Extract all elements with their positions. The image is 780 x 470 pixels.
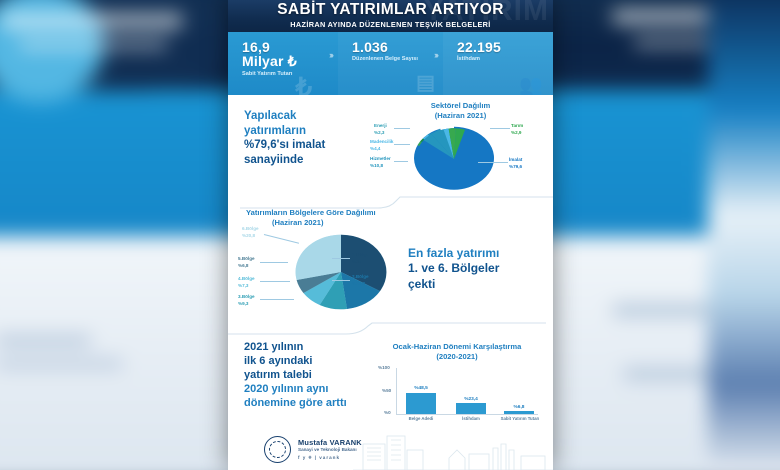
x-axis xyxy=(396,414,538,415)
backdrop-text-blur xyxy=(612,9,740,25)
region-chart-title: Yatırımların Bölgelere Göre Dağılımı xyxy=(246,208,376,217)
section-divider-1 xyxy=(240,196,553,209)
backdrop-text-blur xyxy=(19,41,168,49)
comparison-chart-title: Ocak-Haziran Dönemi Karşılaştırma xyxy=(392,342,522,351)
leader-line xyxy=(260,281,290,282)
social-handles: f y ⌾ | varank xyxy=(298,455,341,460)
leader-line xyxy=(332,258,350,259)
comparison-headline-line-3: yatırım talebi xyxy=(244,369,312,382)
y-tick-0: %0 xyxy=(384,410,391,415)
region-headline: En fazla yatırımı 1. ve 6. Bölgeler çekt… xyxy=(408,246,548,292)
sector-label-tarim: Tarım %2,9 xyxy=(511,123,524,135)
stat-caption: Düzenlenen Belge Sayısı xyxy=(352,56,418,63)
sector-chart-subtitle: (Haziran 2021) xyxy=(434,111,487,121)
sector-headline: Yapılacak yatırımların %79,6'sı imalat s… xyxy=(244,109,354,168)
leader-line xyxy=(490,128,510,129)
region-pie-chart xyxy=(295,234,387,310)
leader-line xyxy=(394,144,410,145)
region-label-5: 5.Bölge %6,8 xyxy=(238,256,255,268)
comparison-headline-line-4: 2020 yılının aynı xyxy=(244,383,329,396)
stats-strip: 16,9 Milyar ₺ Sabit Yatırım Tutarı ₺ ›››… xyxy=(228,32,553,95)
section-divider-2 xyxy=(228,322,546,335)
sector-label-hizmetler: Hizmetler %10,8 xyxy=(370,156,391,168)
header-watermark-text: YATIRIM xyxy=(423,0,549,27)
y-tick-100: %100 xyxy=(378,365,390,370)
stat-value: 22.195 xyxy=(457,39,502,55)
minister-name: Mustafa VARANK xyxy=(298,438,362,447)
bar-belge-adedi xyxy=(406,392,436,414)
comparison-headline-line-1: 2021 yılının xyxy=(244,341,304,353)
skyline-illustration xyxy=(353,435,553,470)
y-axis xyxy=(396,368,397,414)
region-headline-line-2: 1. ve 6. Bölgeler xyxy=(408,261,500,276)
region-label-6: 6.Bölge %20,8 xyxy=(242,226,259,238)
comparison-headline-line-2: ilk 6 ayındaki xyxy=(244,355,313,368)
region-label-4: 4.Bölge %7,3 xyxy=(238,276,255,288)
backdrop-text-blur xyxy=(0,335,92,346)
people-icon: 👥 xyxy=(519,75,543,95)
ministry-seal-icon xyxy=(264,436,291,463)
section-region-distribution: Yatırımların Bölgelere Göre Dağılımı (Ha… xyxy=(228,204,553,324)
region-label-2: 2.Bölge %23,8 xyxy=(352,274,369,286)
region-chart-subtitle: (Haziran 2021) xyxy=(272,218,324,228)
region-headline-line-3: çekti xyxy=(408,276,436,291)
sector-label-imalat: İmalat %79,6 xyxy=(509,157,523,169)
y-tick-50: %50 xyxy=(382,388,392,393)
stat-caption: Sabit Yatırım Tutarı xyxy=(242,70,293,77)
region-headline-line-1: En fazla yatırımı xyxy=(408,246,500,260)
bar-category-3: Sabit Yatırım Tutarı xyxy=(500,416,540,421)
stat-card-documents: 1.036 Düzenlenen Belge Sayısı ▤ ››› xyxy=(338,32,443,95)
seal-inner-ring xyxy=(269,441,286,458)
infographic-card: YATIRIM SABİT YATIRIMLAR ARTIYOR HAZİRAN… xyxy=(228,0,553,470)
comparison-bar-chart: %100 %50 %0 %48,5 %23,4 %6,8 Belge Adedi… xyxy=(376,364,541,422)
backdrop-right-strip xyxy=(708,0,780,470)
sector-headline-line-3: %79,6'sı imalat xyxy=(244,139,326,152)
page-subtitle: HAZİRAN AYINDA DÜZENLENEN TEŞVİK BELGELE… xyxy=(290,19,491,29)
bar-yatirim xyxy=(504,410,534,414)
bar-value-3: %6,8 xyxy=(513,405,525,410)
comparison-chart-subtitle: (2020-2021) xyxy=(436,352,478,362)
lira-icon: ₺ xyxy=(295,72,312,95)
sector-pie-chart-slices xyxy=(415,128,493,190)
backdrop-text-blur xyxy=(0,359,123,369)
bar-istihdam xyxy=(456,403,486,414)
leader-line xyxy=(394,128,410,129)
sector-chart-title: Sektörel Dağılım xyxy=(430,101,491,110)
chevron-right-icon: ››› xyxy=(329,50,334,60)
region-label-3: 3.Bölge %9,3 xyxy=(238,294,255,306)
section-sector-distribution: Yapılacak yatırımların %79,6'sı imalat s… xyxy=(228,95,553,200)
section-period-comparison: 2021 yılının ilk 6 ayındaki yatırım tale… xyxy=(228,336,553,428)
comparison-headline-line-5: dönemine göre arttı xyxy=(244,397,347,410)
sector-headline-line-2: yatırımların xyxy=(244,124,306,137)
leader-line xyxy=(260,262,288,263)
stat-value: 16,9 xyxy=(242,39,271,55)
page-title: SABİT YATIRIMLAR ARTIYOR xyxy=(277,1,504,18)
sector-label-madencilik: Madencilik %4,4 xyxy=(370,139,394,151)
backdrop-text-blur xyxy=(633,38,740,47)
leader-line xyxy=(332,280,350,281)
leader-line xyxy=(260,299,294,300)
bar-value-1: %48,5 xyxy=(414,386,428,391)
stat-card-employment: 22.195 İstihdam 👥 xyxy=(443,32,553,95)
region-label-1: 1.Bölge %35 xyxy=(352,252,369,264)
infographic-footer: Mustafa VARANK Sanayi ve Teknoloji Bakan… xyxy=(228,428,553,470)
bar-category-2: İstihdam xyxy=(462,416,480,421)
leader-line xyxy=(394,161,408,162)
backdrop-text-blur xyxy=(2,13,183,29)
comparison-headline: 2021 yılının ilk 6 ayındaki yatırım tale… xyxy=(244,340,372,410)
chevron-right-icon: ››› xyxy=(434,50,439,60)
infographic-header: YATIRIM SABİT YATIRIMLAR ARTIYOR HAZİRAN… xyxy=(228,0,553,32)
sector-label-enerji: Enerji %2,3 xyxy=(374,123,387,135)
stat-value: 1.036 xyxy=(352,39,389,55)
leader-line xyxy=(478,162,508,163)
sector-headline-line-1: Yapılacak xyxy=(244,110,297,122)
stat-card-investment: 16,9 Milyar ₺ Sabit Yatırım Tutarı ₺ ››› xyxy=(228,32,338,95)
building-icon: ▤ xyxy=(416,72,435,94)
stat-caption: İstihdam xyxy=(457,56,481,63)
minister-role: Sanayi ve Teknoloji Bakanı xyxy=(298,447,357,452)
bar-category-1: Belge Adedi xyxy=(408,416,434,421)
stat-value-2: Milyar ₺ xyxy=(242,53,297,70)
bar-value-2: %23,4 xyxy=(464,397,478,402)
sector-headline-line-4: sanayiinde xyxy=(244,154,304,167)
